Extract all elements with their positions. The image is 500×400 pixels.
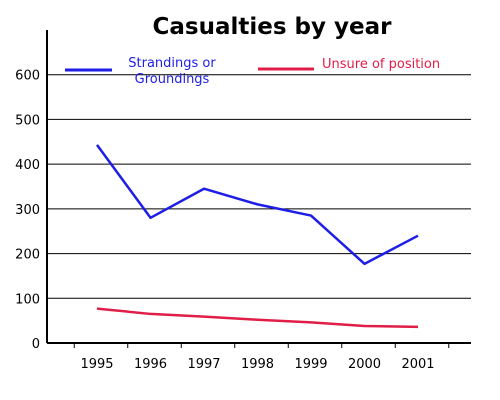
x-tick-label: 1996 xyxy=(134,357,167,372)
x-tick-label: 2000 xyxy=(348,357,381,372)
series-line-1 xyxy=(95,144,419,266)
y-tick-label: 500 xyxy=(15,113,40,128)
y-tick-label: 100 xyxy=(15,292,40,307)
series-line-2 xyxy=(96,307,419,329)
chart-title: Casualties by year xyxy=(153,14,393,40)
y-tick-label: 400 xyxy=(15,158,40,173)
legend-label-1: Strandings or Groundings xyxy=(128,56,216,87)
x-tick-label: 1999 xyxy=(294,357,327,372)
y-tick-label: 200 xyxy=(15,248,40,263)
x-tick-label: 1995 xyxy=(80,357,113,372)
legend-label-2: Unsure of position xyxy=(322,57,440,72)
y-tick-label: 0 xyxy=(32,337,40,352)
x-tick-label: 2001 xyxy=(401,357,434,372)
x-tick-label: 1998 xyxy=(241,357,274,372)
x-tick-label: 1997 xyxy=(187,357,220,372)
y-tick-label: 300 xyxy=(15,203,40,218)
y-tick-label: 600 xyxy=(15,69,40,84)
